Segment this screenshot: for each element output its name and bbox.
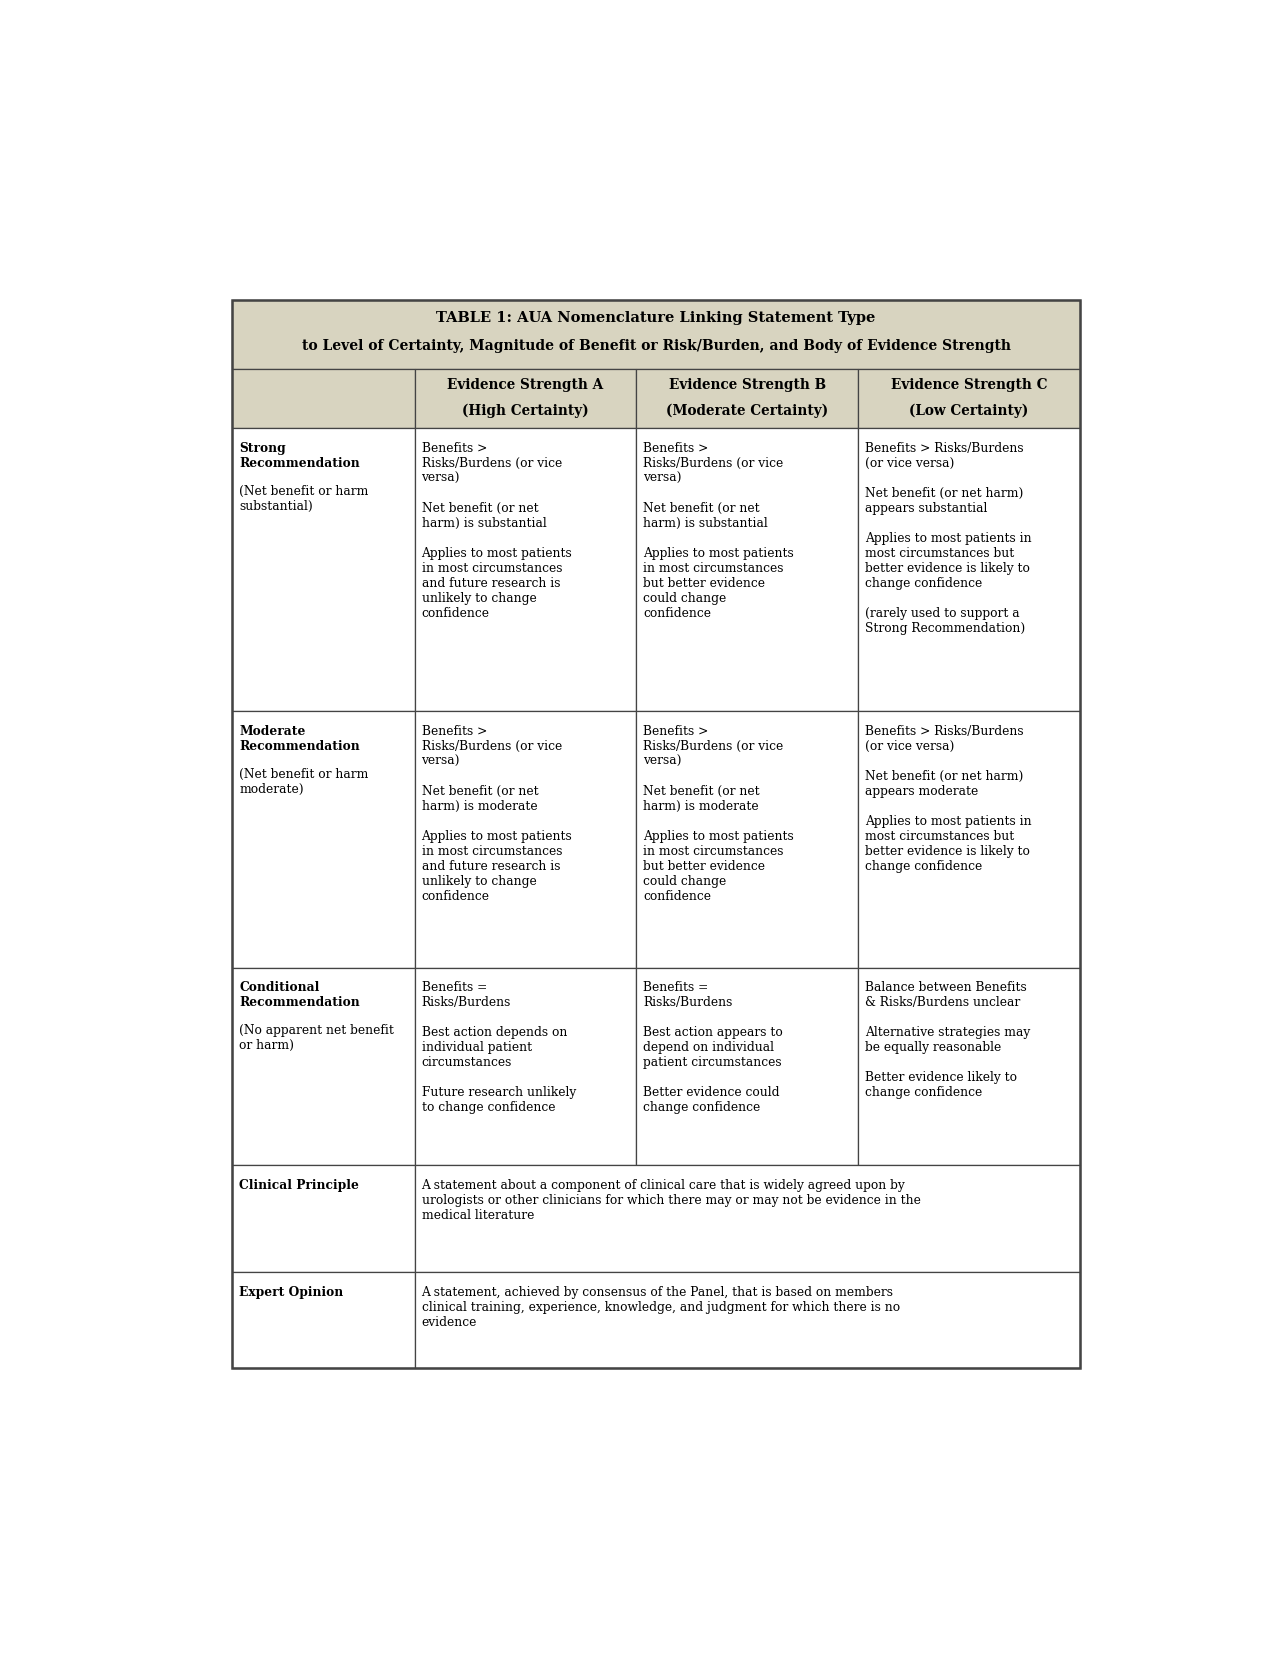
Text: Benefits =
Risks/Burdens

Best action depends on
individual patient
circumstance: Benefits = Risks/Burdens Best action dep… [421, 981, 576, 1114]
Text: Balance between Benefits
& Risks/Burdens unclear

Alternative strategies may
be : Balance between Benefits & Risks/Burdens… [865, 981, 1030, 1099]
Bar [415, 968, 636, 1165]
Text: Benefits >
Risks/Burdens (or vice
versa)

Net benefit (or net
harm) is moderate
: Benefits > Risks/Burdens (or vice versa)… [421, 725, 572, 902]
Bar [233, 1165, 415, 1273]
Text: Benefits =
Risks/Burdens

Best action appears to
depend on individual
patient ci: Benefits = Risks/Burdens Best action app… [644, 981, 783, 1114]
Bar [415, 1273, 1079, 1369]
Text: Benefits > Risks/Burdens
(or vice versa)

Net benefit (or net harm)
appears mode: Benefits > Risks/Burdens (or vice versa)… [865, 725, 1032, 872]
Bar [233, 301, 1079, 371]
Bar [858, 429, 1079, 712]
Text: A statement, achieved by consensus of the Panel, that is based on members
clinic: A statement, achieved by consensus of th… [421, 1284, 900, 1327]
Text: Benefits >
Risks/Burdens (or vice
versa)

Net benefit (or net
harm) is moderate
: Benefits > Risks/Burdens (or vice versa)… [644, 725, 794, 902]
Bar [233, 712, 415, 968]
Bar [415, 429, 636, 712]
Bar [415, 1165, 1079, 1273]
Bar [233, 429, 415, 712]
Text: (No apparent net benefit
or harm): (No apparent net benefit or harm) [239, 1023, 394, 1051]
Text: Expert Opinion: Expert Opinion [239, 1284, 343, 1298]
Text: Clinical Principle: Clinical Principle [239, 1178, 360, 1192]
Text: A statement about a component of clinical care that is widely agreed upon by
uro: A statement about a component of clinica… [421, 1178, 920, 1221]
Bar [858, 968, 1079, 1165]
Text: Moderate
Recommendation: Moderate Recommendation [239, 725, 360, 753]
Text: Benefits > Risks/Burdens
(or vice versa)

Net benefit (or net harm)
appears subs: Benefits > Risks/Burdens (or vice versa)… [865, 442, 1032, 634]
Text: Evidence Strength C: Evidence Strength C [891, 377, 1047, 392]
Text: (Moderate Certainty): (Moderate Certainty) [666, 404, 828, 417]
Bar [636, 968, 858, 1165]
Text: Benefits >
Risks/Burdens (or vice
versa)

Net benefit (or net
harm) is substanti: Benefits > Risks/Burdens (or vice versa)… [421, 442, 572, 619]
Text: to Level of Certainty, Magnitude of Benefit or Risk/Burden, and Body of Evidence: to Level of Certainty, Magnitude of Bene… [302, 339, 1010, 353]
Text: TABLE 1: AUA Nomenclature Linking Statement Type: TABLE 1: AUA Nomenclature Linking Statem… [436, 311, 876, 324]
Bar [415, 712, 636, 968]
Bar [636, 371, 858, 429]
Bar [858, 712, 1079, 968]
Bar [233, 301, 1079, 1369]
Bar [233, 1273, 415, 1369]
Bar [233, 968, 415, 1165]
Text: (High Certainty): (High Certainty) [462, 404, 589, 417]
Bar [858, 371, 1079, 429]
Bar [636, 712, 858, 968]
Text: Evidence Strength A: Evidence Strength A [447, 377, 604, 392]
Text: Strong
Recommendation: Strong Recommendation [239, 442, 360, 470]
Text: Evidence Strength B: Evidence Strength B [668, 377, 826, 392]
Bar [415, 371, 636, 429]
Bar [636, 429, 858, 712]
Bar [233, 371, 415, 429]
Text: (Net benefit or harm
substantial): (Net benefit or harm substantial) [239, 485, 369, 513]
Text: (Low Certainty): (Low Certainty) [909, 404, 1028, 417]
Text: (Net benefit or harm
moderate): (Net benefit or harm moderate) [239, 768, 369, 796]
Text: Conditional
Recommendation: Conditional Recommendation [239, 981, 360, 1008]
Text: Benefits >
Risks/Burdens (or vice
versa)

Net benefit (or net
harm) is substanti: Benefits > Risks/Burdens (or vice versa)… [644, 442, 794, 619]
